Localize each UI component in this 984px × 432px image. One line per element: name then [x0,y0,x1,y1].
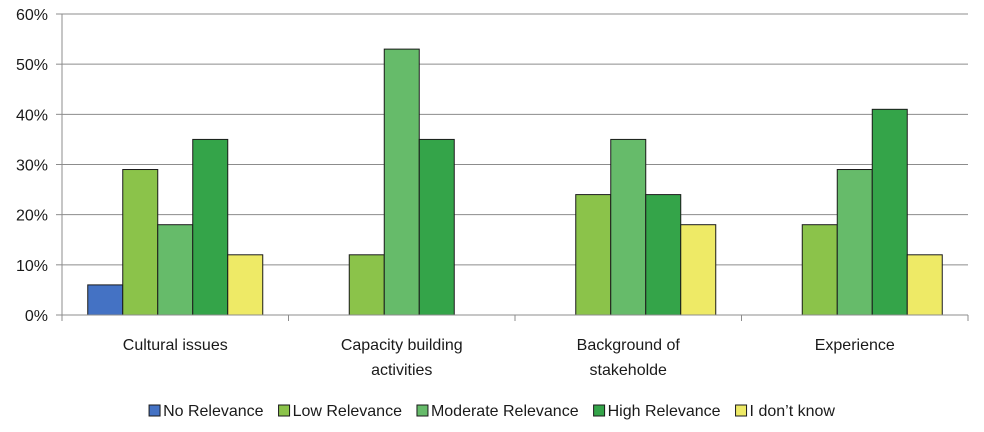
legend-swatch [735,404,748,417]
x-category-label: stakeholde [590,362,667,379]
x-category-label: Cultural issues [123,337,228,354]
x-category-label: activities [371,362,432,379]
bar [87,284,124,316]
legend-swatch [416,404,429,417]
x-category-label: Capacity building [341,337,463,354]
bar [801,224,838,316]
legend-label: No Relevance [163,403,264,420]
legend-label: Low Relevance [293,403,403,420]
legend-label: High Relevance [608,403,721,420]
y-tick-label: 50% [16,57,48,74]
y-tick-label: 60% [16,7,48,24]
bar [227,254,264,316]
legend-label: I don’t know [750,403,836,420]
bar [906,254,943,316]
bar [575,194,612,316]
legend: No Relevance Low Relevance Moderate Releva… [148,403,836,420]
bar [680,224,717,316]
y-tick-label: 40% [16,107,48,124]
bar [610,138,647,316]
y-tick-label: 20% [16,208,48,225]
x-axis [56,13,969,321]
bars [87,48,943,316]
bar [871,108,908,316]
legend-swatch [593,404,606,417]
bar [383,48,420,316]
legend-label: Moderate Relevance [431,403,579,420]
y-tick-label: 0% [25,308,48,325]
x-category-label: Experience [815,337,895,354]
legend-swatch [148,404,161,417]
bar [418,138,455,316]
bar [192,138,229,316]
y-tick-label: 10% [16,258,48,275]
bar [122,169,159,316]
bar [645,194,682,316]
x-category-label: Background of [577,337,681,354]
legend-swatch [278,404,291,417]
bar [348,254,385,316]
bar [157,224,194,316]
y-tick-label: 30% [16,158,48,175]
x-axis-category-labels: Cultural issues Capacity building activiti… [123,337,895,379]
bar [836,169,873,316]
y-axis-tick-labels: 0% 10% 20% 30% 40% 50% 60% [16,7,48,325]
